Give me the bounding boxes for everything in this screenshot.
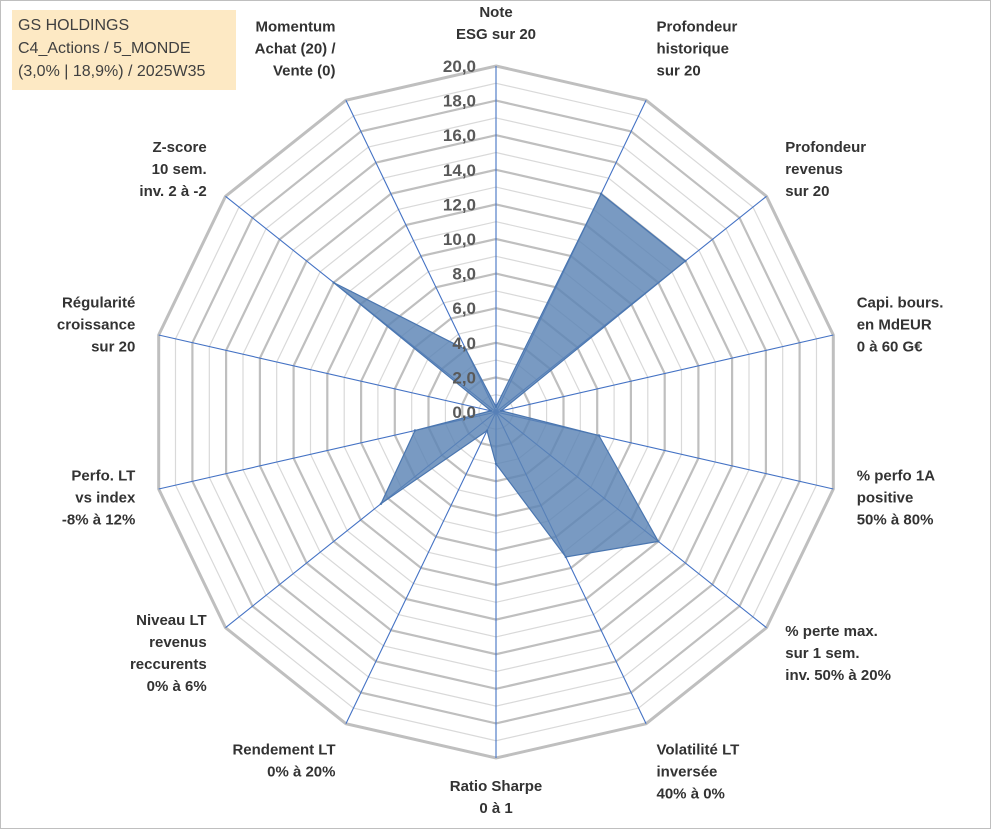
axis-label-line: sur 20 (785, 183, 829, 200)
axis-label-line: 0 à 1 (479, 800, 512, 817)
data-point-9 (485, 429, 489, 432)
axis-label-8: Ratio Sharpe 0 à 1 (450, 778, 543, 817)
axis-label-line: inv. 2 à -2 (139, 183, 206, 200)
axis-label-10: Niveau LT revenus reccurents 0% à 6% (130, 612, 207, 695)
tick-label-9: 18,0 (443, 92, 476, 111)
axis-label-line: Volatilité LT (657, 741, 740, 758)
spoke-12 (158, 334, 497, 413)
axis-label-4: Capi. bours. en MdEUR 0 à 60 G€ (857, 295, 944, 356)
axis-label-line: Régularité (62, 295, 135, 312)
axis-label-line: Vente (0) (273, 63, 336, 80)
axis-label-7: Volatilité LT inversée 40% à 0% (657, 741, 740, 802)
axis-label-line: historique (657, 41, 730, 58)
data-point-1 (494, 405, 498, 408)
axis-label-line: sur 20 (657, 63, 701, 80)
axis-label-line: ESG sur 20 (456, 26, 536, 43)
data-point-14 (464, 348, 468, 351)
data-point-3 (684, 259, 687, 263)
axis-label-1: Note ESG sur 20 (456, 4, 536, 43)
axis-label-line: en MdEUR (857, 317, 932, 334)
axis-label-line: 50% à 80% (857, 511, 934, 528)
axis-label-line: 0 à 60 G€ (857, 339, 924, 356)
axis-label-line: croissance (57, 317, 135, 334)
axis-label-line: 0% à 6% (147, 678, 207, 695)
data-point-2 (599, 192, 603, 195)
axis-label-line: % perfo 1A (857, 467, 936, 484)
axis-label-3: Profondeur revenus sur 20 (785, 139, 866, 200)
data-point-10 (379, 502, 383, 505)
axis-label-line: Ratio Sharpe (450, 778, 543, 795)
tick-label-10: 20,0 (443, 57, 476, 76)
spoke-9 (345, 411, 497, 724)
tick-label-0: 0,0 (452, 403, 476, 422)
info-company: GS HOLDINGS (18, 17, 130, 34)
axis-label-line: Note (479, 4, 512, 21)
data-point-11 (413, 429, 417, 432)
info-period: (3,0% | 18,9%) / 2025W35 (18, 63, 206, 80)
axis-label-9: Rendement LT 0% à 20% (232, 741, 335, 780)
tick-label-4: 8,0 (452, 265, 476, 284)
axis-label-line: Profondeur (785, 139, 866, 156)
axis-label-14: Momentum Achat (20) / Vente (0) (255, 19, 337, 80)
axis-label-6: % perte max. sur 1 sem. inv. 50% à 20% (785, 623, 891, 684)
spoke-4 (495, 334, 834, 413)
axis-label-line: 0% à 20% (267, 763, 335, 780)
axis-label-line: Achat (20) / (255, 41, 337, 58)
axis-label-13: Z-score 10 sem. inv. 2 à -2 (139, 139, 206, 200)
data-point-6 (657, 540, 660, 543)
axis-label-line: 40% à 0% (657, 785, 725, 802)
axis-label-line: Niveau LT (136, 612, 207, 629)
axis-label-line: Z-score (153, 139, 207, 156)
axis-label-line: Momentum (256, 19, 336, 36)
axis-label-2: Profondeur historique sur 20 (657, 19, 738, 80)
tick-label-1: 2,0 (452, 368, 476, 387)
axis-label-line: sur 20 (91, 339, 135, 356)
axis-label-line: revenus (785, 161, 843, 178)
info-box: GS HOLDINGS C4_Actions / 5_MONDE (3,0% |… (12, 10, 236, 90)
series-area (333, 192, 687, 558)
axis-label-line: positive (857, 489, 914, 506)
data-point-8 (494, 462, 498, 466)
data-point-13 (332, 281, 335, 284)
data-point-5 (597, 434, 601, 437)
axis-label-line: sur 1 sem. (785, 645, 859, 662)
info-category: C4_Actions / 5_MONDE (18, 40, 191, 57)
tick-layer: 0,0 2,0 4,0 6,0 8,0 10,0 12,0 14,0 16,0 18,0 20,0 (443, 57, 476, 422)
axis-label-line: Perfo. LT (71, 467, 135, 484)
axis-label-5: % perfo 1A positive 50% à 80% (857, 467, 936, 528)
axis-label-line: Rendement LT (232, 741, 335, 758)
data-point-4 (499, 409, 503, 412)
axis-label-line: inv. 50% à 20% (785, 667, 891, 684)
axis-label-line: 10 sem. (152, 161, 207, 178)
label-layer: Note ESG sur 20 Profondeur historique sur 20… (57, 4, 943, 817)
tick-label-6: 12,0 (443, 195, 476, 214)
tick-label-3: 6,0 (452, 299, 476, 318)
axis-label-line: % perte max. (785, 623, 878, 640)
data-point-7 (564, 555, 567, 559)
tick-label-8: 16,0 (443, 126, 476, 145)
tick-label-5: 10,0 (443, 230, 476, 249)
axis-label-11: Perfo. LT vs index -8% à 12% (62, 467, 136, 528)
data-layer (332, 192, 687, 559)
axis-label-line: reccurents (130, 656, 207, 673)
axis-label-line: inversée (657, 763, 718, 780)
axis-label-line: Profondeur (657, 19, 738, 36)
axis-label-line: -8% à 12% (62, 511, 135, 528)
axis-label-line: vs index (75, 489, 136, 506)
data-point-12 (489, 409, 493, 412)
axis-label-line: revenus (149, 634, 207, 651)
axis-label-12: Régularité croissance sur 20 (57, 295, 135, 356)
tick-label-7: 14,0 (443, 161, 476, 180)
tick-label-2: 4,0 (452, 334, 476, 353)
axis-label-line: Capi. bours. (857, 295, 944, 312)
